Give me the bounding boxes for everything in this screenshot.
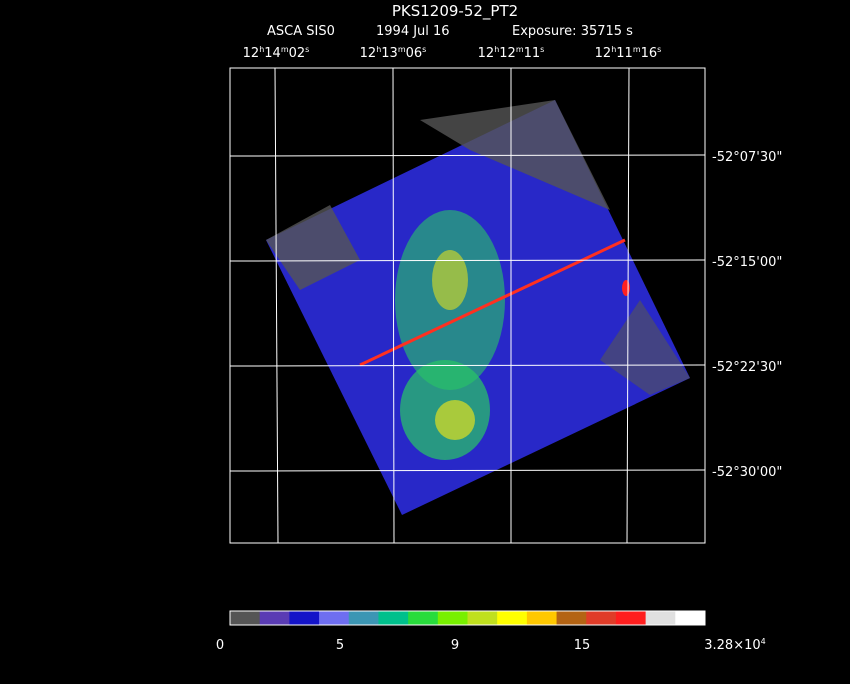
- superscript: h: [259, 45, 264, 54]
- label: 12h14m02s: [243, 45, 310, 61]
- superscript: m: [516, 45, 524, 54]
- dec-grid-line: [229, 259, 706, 262]
- colorbar-cell: [259, 611, 290, 625]
- colorbar-cell: [645, 611, 676, 625]
- label: 5: [336, 638, 344, 653]
- label: 12h12m11s: [478, 45, 545, 61]
- emission: [432, 250, 468, 310]
- emission: [435, 400, 475, 440]
- colorbar-frame: [229, 610, 706, 626]
- superscript: s: [305, 45, 309, 54]
- text-part: 13: [381, 46, 398, 61]
- text-part: 12: [595, 46, 612, 61]
- superscript: s: [657, 45, 661, 54]
- ra-grid-line: [392, 67, 395, 544]
- text-part: 0: [216, 638, 224, 653]
- streak: [359, 238, 626, 367]
- text-part: 12: [499, 46, 516, 61]
- title: PKS1209-52_PT2: [392, 2, 518, 21]
- superscript: 4: [761, 637, 766, 646]
- colorbar-cell: [378, 611, 409, 625]
- superscript: h: [611, 45, 616, 54]
- label: 9: [451, 638, 459, 653]
- instrument: ASCA SIS0: [267, 24, 335, 39]
- colorbar-cell: [230, 611, 261, 625]
- grid: [229, 67, 706, 544]
- superscript: m: [398, 45, 406, 54]
- labels: 12h14m02s 12h13m06s 12h12m11s 12h11m16s-52°…: [216, 45, 783, 653]
- superscript: h: [494, 45, 499, 54]
- dec-grid-line: [229, 154, 706, 157]
- background-patch: [600, 300, 690, 395]
- exposure: Exposure: 35715 s: [512, 24, 633, 39]
- superscript: s: [422, 45, 426, 54]
- colorbar-cell: [526, 611, 558, 625]
- text-part: 9: [451, 638, 459, 653]
- colorbar-cell: [497, 611, 528, 625]
- colorbar-cell: [675, 611, 706, 625]
- colorbar-cell: [615, 611, 647, 625]
- text-part: 15: [574, 638, 591, 653]
- colorbar-cell: [348, 611, 379, 625]
- label: 0: [216, 638, 224, 653]
- colorbar-cell: [467, 611, 498, 625]
- text-part: 06: [406, 46, 423, 61]
- text-part: 3.28×10: [704, 638, 760, 653]
- superscript: s: [540, 45, 544, 54]
- dec-label: -52°30'00": [712, 465, 782, 480]
- text-part: 11: [524, 46, 541, 61]
- ra-grid-line: [274, 67, 279, 544]
- text-part: 11: [616, 46, 633, 61]
- text-part: 16: [641, 46, 658, 61]
- label: 12h11m16s: [595, 45, 662, 61]
- superscript: m: [281, 45, 289, 54]
- colorbar-cell: [586, 611, 617, 625]
- text-part: 5: [336, 638, 344, 653]
- dec-label: -52°07'30": [712, 150, 782, 165]
- dec-label: -52°15'00": [712, 255, 782, 270]
- text-part: 12: [478, 46, 495, 61]
- colorbar-cell: [556, 611, 587, 625]
- text-part: 14: [264, 46, 281, 61]
- ra-grid-line: [626, 67, 630, 544]
- colorbar-cell: [319, 611, 350, 625]
- superscript: h: [376, 45, 381, 54]
- colorbar-cell: [408, 611, 439, 625]
- dec-grid-line: [229, 469, 706, 472]
- text-part: 12: [243, 46, 260, 61]
- label: 12h13m06s: [360, 45, 427, 61]
- colorbar-cell: [437, 611, 468, 625]
- label: 15: [574, 638, 591, 653]
- dec-grid-line: [229, 364, 706, 367]
- date: 1994 Jul 16: [376, 24, 450, 39]
- dec-label: -52°22'30": [712, 360, 782, 375]
- colorbar-cell: [289, 611, 320, 625]
- source: [622, 280, 630, 296]
- superscript: m: [633, 45, 641, 54]
- text-part: 02: [289, 46, 306, 61]
- label: 3.28×104: [704, 637, 765, 653]
- background-patch: [266, 205, 360, 290]
- sky-image: [266, 100, 690, 515]
- text-part: 12: [360, 46, 377, 61]
